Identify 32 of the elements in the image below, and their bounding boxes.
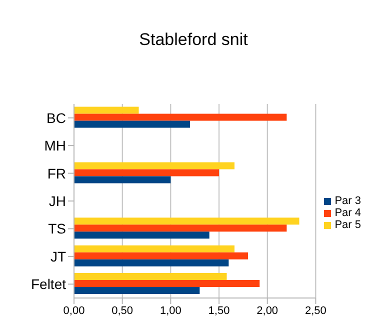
bar: [74, 280, 260, 288]
x-tick-label: 1,50: [208, 304, 230, 317]
bar: [74, 162, 234, 170]
bar: [74, 232, 210, 239]
bar: [74, 120, 190, 128]
y-tick-label: TS: [48, 220, 66, 237]
bar: [74, 273, 227, 280]
x-tick-label: 2,00: [256, 304, 278, 317]
bar: [74, 106, 139, 114]
legend-label: Par 3: [334, 195, 361, 207]
bar: [74, 218, 300, 225]
x-tick-label: 0,00: [63, 304, 85, 317]
legend-label: Par 5: [334, 219, 361, 231]
x-tick-label: 2,50: [304, 304, 326, 317]
bar: [74, 287, 200, 294]
bar: [74, 114, 287, 121]
x-tick-label: 1,00: [160, 304, 182, 317]
bar: [74, 169, 220, 176]
bar: [74, 252, 248, 260]
y-tick-label: JT: [50, 248, 66, 264]
y-tick-label: FR: [47, 165, 66, 182]
bar: [74, 259, 229, 266]
chart-title: Stableford snit: [138, 30, 249, 50]
y-tick-label: JH: [48, 192, 66, 209]
y-tick-label: BC: [46, 110, 66, 126]
bar: [74, 224, 287, 232]
y-tick-label: Feltet: [30, 276, 66, 292]
bar: [74, 245, 234, 252]
y-tick-label: MH: [44, 138, 66, 154]
x-tick-label: 0,50: [112, 304, 134, 317]
bar: [74, 176, 171, 184]
legend-label: Par 4: [334, 207, 361, 219]
